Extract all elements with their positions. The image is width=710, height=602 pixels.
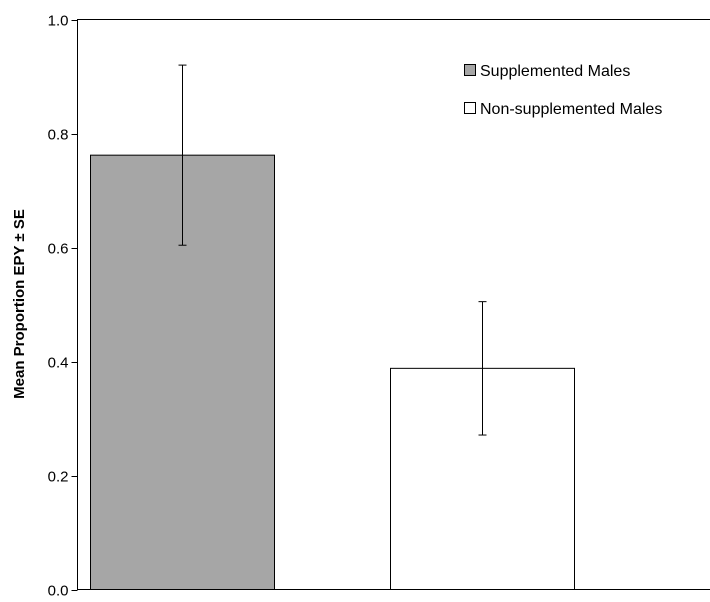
- legend: Supplemented Males Non-supplemented Male…: [465, 63, 663, 118]
- legend-swatch-non-supplemented: [465, 103, 476, 114]
- y-tick-label: 0.0: [48, 583, 69, 598]
- y-tick-label: 0.2: [48, 469, 69, 486]
- y-axis: 0.0 0.2 0.4 0.6 0.8 1.0: [48, 13, 78, 598]
- y-tick-label: 1.0: [48, 13, 69, 30]
- y-axis-title: Mean Proportion EPY ± SE: [11, 209, 28, 399]
- y-tick-label: 0.4: [48, 355, 69, 372]
- y-tick-label: 0.8: [48, 127, 69, 144]
- y-tick-label: 0.6: [48, 241, 69, 258]
- legend-swatch-supplemented: [465, 65, 476, 76]
- legend-label-supplemented: Supplemented Males: [480, 63, 630, 80]
- legend-label-non-supplemented: Non-supplemented Males: [480, 101, 662, 118]
- bars: [91, 155, 575, 589]
